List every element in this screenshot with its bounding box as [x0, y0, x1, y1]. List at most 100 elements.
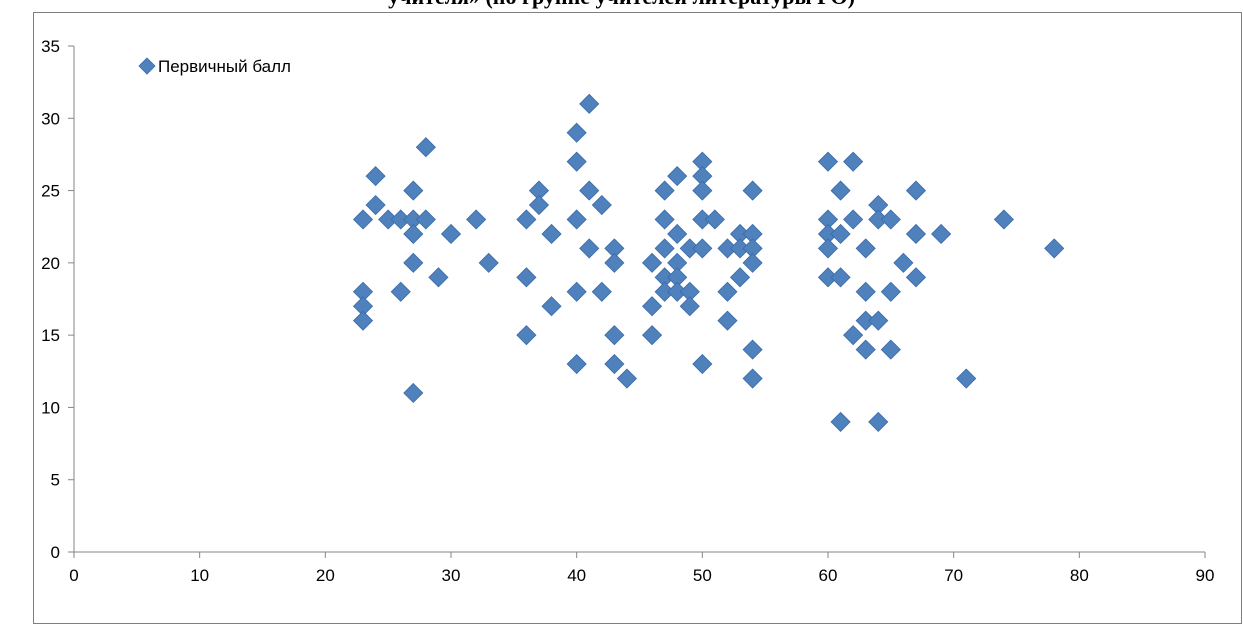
data-point — [403, 223, 424, 245]
y-tick-label: 15 — [41, 326, 60, 345]
data-point — [855, 238, 876, 259]
data-point — [931, 223, 952, 245]
data-point — [541, 223, 562, 245]
y-tick-label: 25 — [41, 182, 60, 201]
y-tick-label: 5 — [51, 471, 60, 490]
legend: Первичный балл — [138, 57, 291, 76]
data-point — [692, 238, 713, 259]
data-point — [579, 93, 600, 114]
data-point — [566, 353, 587, 375]
data-point — [817, 238, 839, 259]
data-point — [880, 209, 901, 230]
data-point — [843, 325, 864, 346]
data-point — [855, 339, 876, 360]
data-point — [717, 310, 738, 331]
x-tick-label: 30 — [442, 566, 461, 585]
data-point — [843, 209, 864, 230]
data-point — [415, 209, 436, 230]
data-point — [478, 252, 499, 273]
data-point — [365, 194, 386, 216]
data-point — [830, 180, 851, 201]
data-point — [415, 137, 436, 158]
data-point — [717, 281, 738, 302]
data-point — [905, 267, 927, 288]
data-point — [830, 223, 851, 245]
data-point — [516, 209, 537, 230]
data-point — [692, 353, 713, 375]
data-point — [742, 252, 763, 273]
data-point — [566, 209, 587, 230]
data-point — [817, 151, 839, 172]
x-tick-label: 60 — [819, 566, 838, 585]
y-tick-label: 35 — [41, 37, 60, 56]
x-tick-label: 90 — [1196, 566, 1215, 585]
data-point — [654, 209, 675, 230]
legend-marker — [138, 57, 156, 75]
data-point — [428, 267, 449, 288]
data-point — [566, 151, 587, 172]
data-points — [352, 93, 1065, 432]
data-point — [654, 180, 675, 201]
data-point — [843, 151, 864, 172]
data-point — [352, 209, 374, 230]
data-point — [830, 411, 851, 432]
data-point — [667, 166, 688, 187]
x-tick-label: 70 — [944, 566, 963, 585]
data-point — [956, 368, 977, 389]
data-point — [692, 180, 713, 201]
data-point — [742, 339, 763, 360]
data-point — [403, 382, 424, 404]
data-point — [403, 252, 424, 273]
y-tick-label: 10 — [41, 398, 60, 417]
x-tick-label: 0 — [69, 566, 78, 585]
data-point — [1044, 238, 1065, 259]
data-point — [905, 180, 927, 201]
data-point — [642, 325, 663, 346]
data-point — [566, 122, 587, 143]
data-point — [566, 281, 587, 302]
data-point — [880, 339, 901, 360]
x-tick-label: 40 — [567, 566, 586, 585]
data-point — [440, 223, 462, 245]
y-tick-label: 20 — [41, 254, 60, 273]
data-point — [579, 180, 600, 201]
data-point — [667, 223, 688, 245]
data-point — [742, 368, 763, 389]
data-point — [830, 267, 851, 288]
data-point — [993, 209, 1014, 230]
data-point — [868, 310, 889, 331]
data-point — [704, 209, 725, 230]
y-tick-label: 0 — [51, 543, 60, 562]
data-point — [604, 252, 625, 273]
data-point — [604, 325, 625, 346]
data-point — [579, 238, 600, 259]
data-point — [679, 296, 700, 317]
data-point — [893, 252, 914, 273]
data-point — [642, 296, 663, 317]
legend-label: Первичный балл — [158, 57, 291, 76]
tick-labels: 0 5 10 15 20 25 30 35 0 10 20 30 40 50 60 70 80 90 — [41, 37, 1214, 585]
data-point — [729, 267, 751, 288]
data-point — [591, 194, 612, 216]
data-point — [742, 180, 763, 201]
axes — [68, 45, 1206, 558]
data-point — [616, 368, 637, 389]
data-point — [905, 223, 927, 245]
data-point — [880, 281, 901, 302]
data-point — [390, 281, 411, 302]
data-point — [528, 194, 550, 216]
y-tick-label: 30 — [41, 109, 60, 128]
data-point — [365, 166, 386, 187]
x-tick-label: 20 — [316, 566, 335, 585]
data-point — [654, 238, 675, 259]
data-point — [604, 353, 625, 375]
data-point — [516, 325, 537, 346]
data-point — [868, 411, 889, 432]
data-point — [855, 281, 876, 302]
chart-title: учителя» (по группе учителей литературы … — [0, 0, 1243, 10]
data-point — [352, 310, 374, 331]
x-tick-label: 50 — [693, 566, 712, 585]
data-point — [516, 267, 537, 288]
data-point — [642, 252, 663, 273]
